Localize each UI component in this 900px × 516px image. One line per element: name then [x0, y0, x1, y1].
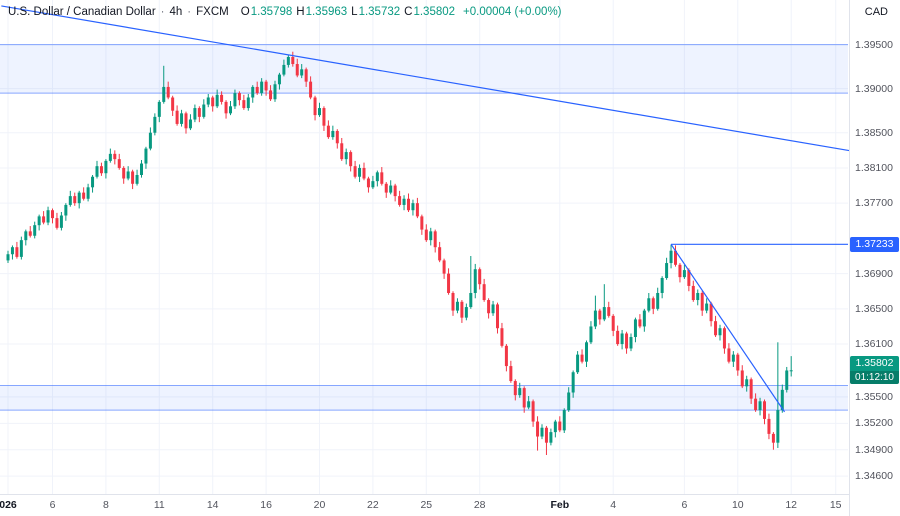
trendline-short-drawing[interactable]	[670, 243, 786, 413]
separator-dot: ·	[187, 6, 192, 18]
high-label: H	[296, 6, 305, 18]
high-value: 1.35963	[305, 6, 348, 18]
close-label: C	[404, 6, 413, 18]
time-tick-label: 16	[260, 499, 272, 511]
price-tick-label: 1.39000	[855, 82, 893, 95]
ray-price-label: 1.37233	[850, 236, 899, 252]
price-tick-label: 1.34600	[855, 470, 893, 483]
time-tick-label: 28	[473, 499, 486, 511]
currency-label: CAD	[864, 6, 888, 18]
time-tick-label: 25	[420, 499, 433, 511]
interval-label[interactable]: 4h	[169, 6, 183, 18]
time-tick-label: 8	[102, 499, 109, 511]
time-tick-label: 20	[313, 499, 326, 511]
ohlc-readout: O 1.35798 H 1.35963 L 1.35732 C 1.35802	[241, 6, 455, 18]
close-value: 1.35802	[413, 6, 456, 18]
price-tick-label: 1.38100	[855, 161, 893, 174]
change-value: +0.00004 (+0.00%)	[463, 6, 562, 18]
time-tick-label: 6	[49, 499, 56, 511]
price-tick-label: 1.37700	[855, 197, 893, 210]
time-tick-label: 15	[829, 499, 842, 511]
time-tick-label: 22	[367, 499, 379, 511]
time-tick-label: 14	[206, 499, 219, 511]
price-tick-label: 1.39500	[855, 38, 893, 51]
last-price-label: 1.35802 01:12:10	[850, 356, 899, 385]
time-tick-label: 11	[153, 499, 165, 511]
price-tick-label: 1.36100	[855, 338, 893, 351]
time-axis[interactable]: 026 6 8 11 14 16 20 22 25 28 Feb 4 6 10 12 15	[0, 494, 849, 516]
low-label: L	[351, 6, 358, 18]
exchange-label: FXCM	[196, 6, 229, 18]
open-value: 1.35798	[250, 6, 293, 18]
price-axis[interactable]: 1.39500 1.39000 1.38500 1.38100 1.37700 1.369…	[849, 0, 900, 516]
price-tick-label: 1.38500	[855, 126, 893, 139]
open-label: O	[240, 6, 250, 18]
time-tick-label: Feb	[550, 499, 570, 511]
grid	[0, 0, 848, 494]
last-price-value: 1.35802	[855, 357, 894, 370]
price-tick-label: 1.36500	[855, 302, 893, 315]
trendline-long-drawing[interactable]	[1, 5, 859, 153]
low-value: 1.35732	[358, 6, 401, 18]
time-tick-label: 10	[731, 499, 744, 511]
price-tick-label: 1.34900	[855, 443, 893, 456]
price-tick-label: 1.35500	[855, 390, 893, 403]
candlestick-series[interactable]	[6, 51, 793, 456]
separator-dot: ·	[160, 6, 165, 18]
supply-zone-drawing[interactable]	[0, 44, 848, 94]
ray-price-value: 1.37233	[855, 237, 894, 250]
price-tick-label: 1.36900	[855, 267, 893, 280]
demand-zone-drawing[interactable]	[0, 384, 848, 411]
time-tick-label: 026	[0, 499, 17, 511]
price-tick-label: 1.35200	[855, 417, 893, 430]
time-tick-label: 6	[681, 499, 688, 511]
symbol-header: U.S. Dollar / Canadian Dollar · 4h · FXC…	[8, 6, 562, 18]
symbol-title[interactable]: U.S. Dollar / Canadian Dollar	[8, 6, 156, 18]
time-tick-label: 4	[610, 499, 617, 511]
bar-countdown: 01:12:10	[850, 371, 899, 385]
time-tick-label: 12	[785, 499, 798, 511]
